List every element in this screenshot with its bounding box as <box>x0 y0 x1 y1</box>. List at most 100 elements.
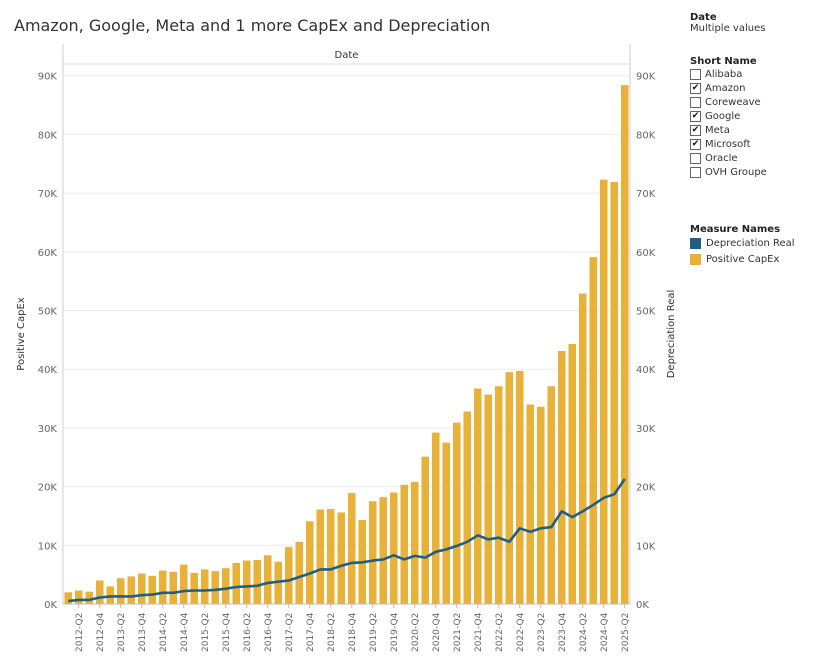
capex-bar <box>568 343 577 604</box>
capex-bar <box>463 411 472 604</box>
capex-bar <box>431 432 440 604</box>
capex-bar <box>620 85 629 604</box>
x-tick-label: 2017-Q4 <box>306 612 316 652</box>
y2-tick-label: 0K <box>636 600 649 611</box>
capex-bar <box>74 590 83 604</box>
x-tick-label: 2022-Q4 <box>516 612 526 652</box>
checkbox[interactable] <box>690 152 701 164</box>
capex-bar <box>127 576 136 604</box>
filter-item-ovh-groupe[interactable]: OVH Groupe <box>690 165 767 179</box>
y2-tick-label: 10K <box>636 541 656 552</box>
filter-item-meta[interactable]: ✔ Meta <box>690 123 767 137</box>
x-tick-label: 2023-Q4 <box>558 612 568 652</box>
capex-bar <box>148 575 157 604</box>
legend-label: Measure Names <box>690 224 781 235</box>
y-tick-label: 20K <box>38 483 58 494</box>
filter-item-label: Oracle <box>705 152 738 164</box>
chart-title: Amazon, Google, Meta and 1 more CapEx an… <box>14 16 491 35</box>
capex-bar <box>484 394 493 604</box>
legend-item-depreciation-real[interactable]: Depreciation Real <box>690 236 795 251</box>
y-tick-label: 50K <box>38 307 58 318</box>
filter-item-google[interactable]: ✔ Google <box>690 109 767 123</box>
x-tick-label: 2018-Q2 <box>327 613 337 652</box>
checkbox[interactable]: ✔ <box>690 82 701 94</box>
date-filter[interactable]: Date Multiple values <box>690 12 765 34</box>
capex-bar <box>242 560 251 604</box>
x-tick-label: 2020-Q2 <box>411 613 421 652</box>
y-tick-label: 80K <box>38 130 58 141</box>
y-tick-label: 10K <box>38 541 58 552</box>
y-tick-label: 30K <box>38 424 58 435</box>
capex-bar <box>337 512 346 604</box>
capex-bar <box>589 257 598 604</box>
capex-bar <box>368 501 377 604</box>
x-tick-label: 2022-Q2 <box>495 613 505 652</box>
filter-item-amazon[interactable]: ✔ Amazon <box>690 81 767 95</box>
capex-bar <box>400 484 409 604</box>
capex-bar <box>95 580 104 604</box>
filter-item-microsoft[interactable]: ✔ Microsoft <box>690 137 767 151</box>
x-tick-label: 2019-Q4 <box>390 612 400 652</box>
x-tick-label: 2014-Q2 <box>159 613 169 652</box>
date-filter-value[interactable]: Multiple values <box>690 23 766 34</box>
filter-item-label: Coreweave <box>705 96 761 108</box>
short-name-filter: Short Name Alibaba ✔ Amazon Coreweave ✔ Googl… <box>690 56 767 179</box>
capex-bar <box>263 555 272 604</box>
x-tick-label: 2021-Q4 <box>474 612 484 652</box>
checkbox[interactable] <box>690 166 701 178</box>
measure-names-legend: Measure Names Depreciation Real Positive … <box>690 224 795 267</box>
x-tick-label: 2012-Q2 <box>75 613 85 652</box>
depreciation-line <box>68 478 626 603</box>
capex-bar <box>179 564 188 604</box>
x-tick-label: 2024-Q2 <box>579 613 589 652</box>
capex-bar <box>221 568 230 604</box>
capex-bar <box>169 571 178 604</box>
legend-swatch <box>690 238 701 249</box>
checkbox[interactable]: ✔ <box>690 138 701 150</box>
capex-bar <box>295 541 304 604</box>
capex-bar <box>599 179 608 604</box>
capex-bar <box>316 509 325 604</box>
capex-bar <box>200 569 209 604</box>
filter-item-coreweave[interactable]: Coreweave <box>690 95 767 109</box>
filter-item-label: Alibaba <box>705 68 743 80</box>
date-header-band <box>63 44 630 64</box>
y2-tick-label: 50K <box>636 307 656 318</box>
capex-bar <box>326 508 335 604</box>
legend-item-label: Positive CapEx <box>706 254 780 265</box>
capex-bar <box>536 406 545 604</box>
x-tick-label: 2016-Q4 <box>264 612 274 652</box>
capex-bar <box>347 493 356 604</box>
date-filter-label: Date <box>690 12 717 23</box>
x-tick-label: 2016-Q2 <box>243 613 253 652</box>
legend-item-positive-capex[interactable]: Positive CapEx <box>690 252 795 267</box>
x-tick-label: 2021-Q2 <box>453 613 463 652</box>
x-tick-label: 2018-Q4 <box>348 612 358 652</box>
y2-tick-label: 60K <box>636 248 656 259</box>
checkbox[interactable]: ✔ <box>690 124 701 136</box>
capex-bar <box>379 497 388 604</box>
capex-bar <box>410 481 419 604</box>
capex-bar <box>473 388 482 604</box>
capex-bar <box>547 386 556 604</box>
filter-item-alibaba[interactable]: Alibaba <box>690 67 767 81</box>
checkbox[interactable] <box>690 68 701 80</box>
legend-item-label: Depreciation Real <box>706 238 795 249</box>
capex-bar <box>64 592 73 604</box>
capex-bar <box>232 562 241 604</box>
y-tick-label: 70K <box>38 189 58 200</box>
capex-bar <box>85 591 94 604</box>
y2-tick-label: 20K <box>636 483 656 494</box>
checkbox[interactable]: ✔ <box>690 110 701 122</box>
x-tick-label: 2019-Q2 <box>369 613 379 652</box>
filter-item-oracle[interactable]: Oracle <box>690 151 767 165</box>
checkbox[interactable] <box>690 96 701 108</box>
capex-bar <box>190 572 199 604</box>
filter-item-label: OVH Groupe <box>705 166 767 178</box>
capex-bar <box>515 370 524 604</box>
capex-bar <box>526 404 535 604</box>
legend-swatch <box>690 254 701 265</box>
y-tick-label: 40K <box>38 365 58 376</box>
capex-bar <box>505 372 514 604</box>
